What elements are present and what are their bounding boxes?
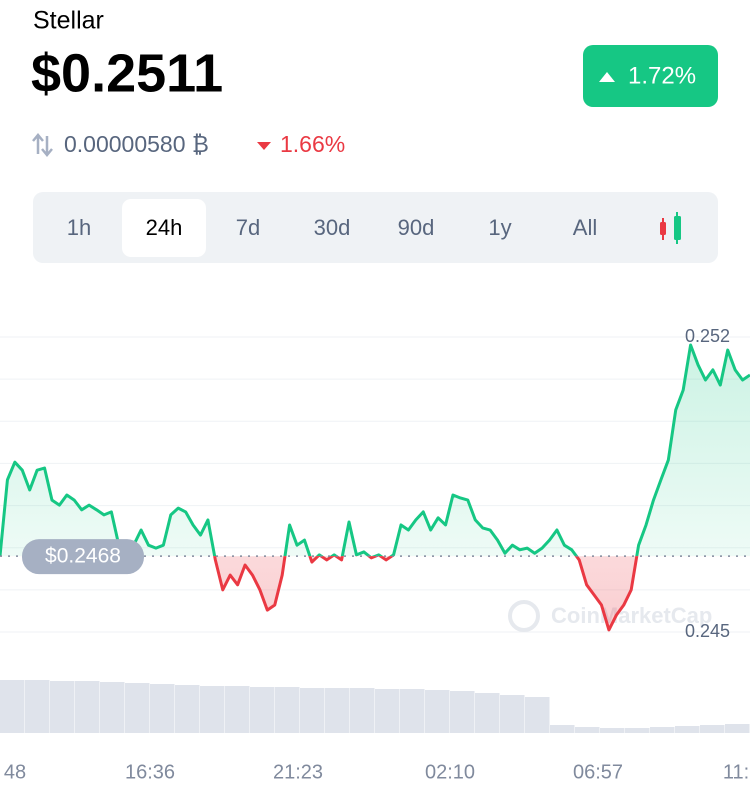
- baseline-label: $0.2468: [45, 545, 121, 568]
- btc-price: 0.00000580 ₿: [64, 131, 209, 157]
- volume-bar: [375, 689, 400, 733]
- y-tick-label: 0.245: [685, 621, 730, 641]
- tab[interactable]: 90d: [398, 215, 435, 240]
- volume-bar: [700, 725, 725, 733]
- volume-bar: [625, 728, 650, 733]
- y-tick-label: 0.252: [685, 326, 730, 346]
- baseline-pill: [22, 539, 144, 575]
- up-arrow: [599, 72, 615, 82]
- volume-bar: [25, 680, 50, 733]
- volume-bar: [125, 683, 150, 733]
- volume-bar: [275, 687, 300, 733]
- volume-bar: [450, 691, 475, 733]
- volume-bar: [400, 689, 425, 733]
- x-tick-label: 06:57: [573, 761, 623, 783]
- volume-bar: [300, 688, 325, 733]
- price-line-down: [0, 556, 639, 632]
- volume-bar: [150, 684, 175, 733]
- swap-icon: [32, 133, 53, 157]
- volume-bar: [0, 680, 25, 733]
- volume-bar: [575, 727, 600, 733]
- btc-change: 1.66%: [280, 131, 345, 157]
- volume-bar: [225, 686, 250, 733]
- volume-bar: [675, 726, 700, 733]
- volume-bar: [100, 682, 125, 733]
- volume-bar: [75, 681, 100, 733]
- volume-bar: [475, 693, 500, 733]
- volume-bar: [425, 690, 450, 733]
- x-tick-label: 02:10: [425, 761, 475, 783]
- tab[interactable]: 1h: [67, 215, 91, 240]
- down-arrow: [257, 142, 271, 150]
- tab[interactable]: All: [573, 215, 597, 240]
- change-badge: [583, 45, 718, 107]
- volume-bar: [250, 687, 275, 733]
- tab[interactable]: 7d: [236, 215, 260, 240]
- change-value: 1.72%: [628, 62, 696, 89]
- price: $0.2511: [31, 43, 223, 103]
- x-tick-label: 16:36: [125, 761, 175, 783]
- area-up: [0, 345, 750, 557]
- coin-name: Stellar: [33, 7, 104, 35]
- volume-bar: [350, 688, 375, 733]
- tab-active-bg: [122, 199, 206, 257]
- area-down: [0, 556, 637, 630]
- x-tick-label: 48: [4, 761, 26, 783]
- volume-bar: [175, 685, 200, 733]
- volume-bar: [50, 681, 75, 733]
- x-tick-label: 11:: [723, 761, 749, 783]
- volume-bar: [500, 695, 525, 733]
- tab[interactable]: 24h: [146, 215, 183, 240]
- volume-bar: [725, 724, 750, 733]
- x-tick-label: 21:23: [273, 761, 323, 783]
- tab[interactable]: 30d: [314, 215, 351, 240]
- volume-bar: [650, 727, 675, 733]
- volume-bar: [550, 725, 575, 733]
- volume-bar: [200, 686, 225, 733]
- tab[interactable]: 1y: [488, 215, 511, 240]
- volume-bar: [325, 688, 350, 733]
- volume-bar: [600, 728, 625, 733]
- watermark-logo: [508, 600, 540, 632]
- watermark: CoinMarketCap: [551, 603, 712, 628]
- candle-icon[interactable]: [660, 212, 681, 244]
- price-line-up: [0, 343, 750, 557]
- volume-bar: [525, 697, 550, 733]
